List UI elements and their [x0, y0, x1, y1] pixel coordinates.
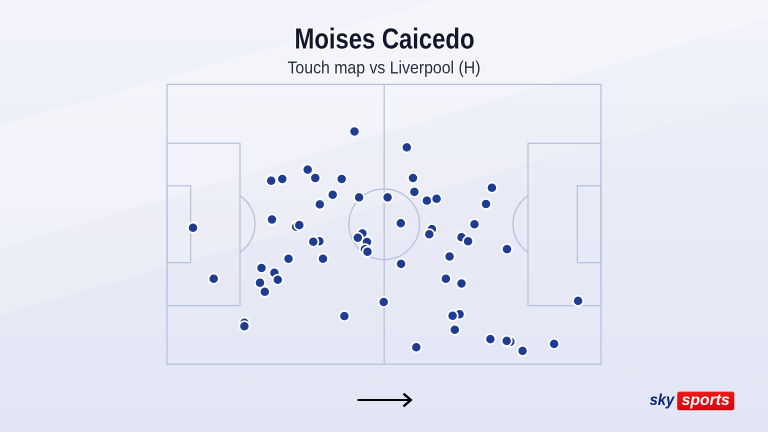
svg-text:Moises Caicedo: Moises Caicedo — [295, 23, 475, 55]
svg-text:sky: sky — [650, 392, 676, 409]
svg-text:sports: sports — [682, 392, 730, 409]
svg-text:Touch map vs Liverpool (H): Touch map vs Liverpool (H) — [288, 57, 481, 77]
